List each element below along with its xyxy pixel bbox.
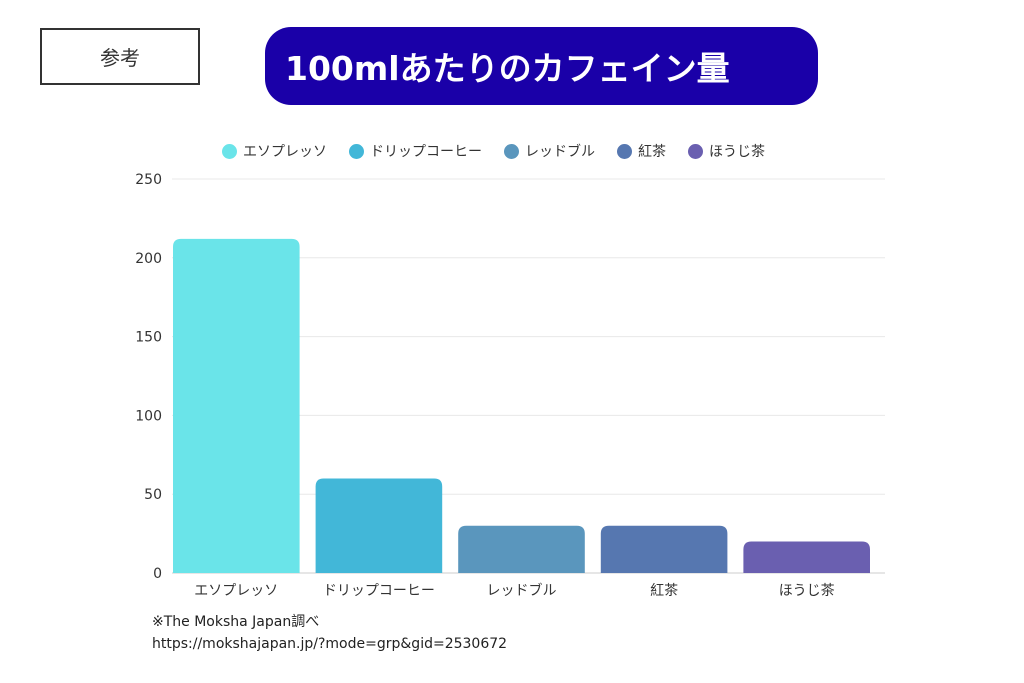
source-note: ※The Moksha Japan調べ https://mokshajapan.… [152,611,507,655]
chart-title: 100mlあたりのカフェイン量 [265,27,818,105]
legend-label: ドリップコーヒー [370,144,482,160]
legend-swatch [349,143,364,159]
bar [600,525,728,573]
x-tick-label: エソプレッソ [194,583,278,599]
legend-item: 紅茶 [617,141,666,161]
legend-label: エソプレッソ [243,144,327,160]
legend-label: ほうじ茶 [709,144,765,160]
y-tick-label: 100 [135,408,162,424]
legend-label: 紅茶 [638,144,666,160]
legend: エソプレッソ ドリップコーヒー レッドブル 紅茶 ほうじ茶 [222,141,765,161]
legend-item: エソプレッソ [222,141,327,161]
y-tick-label: 150 [135,330,162,346]
legend-swatch [504,143,519,159]
legend-item: ほうじ茶 [688,141,765,161]
legend-swatch [688,143,703,159]
bar [458,525,585,573]
reference-label: 参考 [40,28,200,85]
x-tick-label: ドリップコーヒー [323,583,435,599]
legend-item: ドリップコーヒー [349,141,482,161]
source-url: https://mokshajapan.jp/?mode=grp&gid=253… [152,636,508,652]
y-tick-label: 50 [144,487,162,503]
bar [173,238,300,573]
bar [315,478,443,573]
x-tick-label: ほうじ茶 [779,583,835,599]
y-tick-label: 0 [153,566,162,582]
bar [743,541,870,573]
x-tick-label: 紅茶 [650,583,678,599]
source-text: ※The Moksha Japan調べ [152,614,320,630]
y-tick-label: 200 [135,251,162,267]
legend-swatch [222,143,237,159]
legend-swatch [617,143,632,159]
y-tick-label: 250 [135,172,162,188]
legend-label: レッドブル [525,144,595,160]
x-tick-label: レッドブル [487,582,557,599]
legend-item: レッドブル [504,141,595,161]
